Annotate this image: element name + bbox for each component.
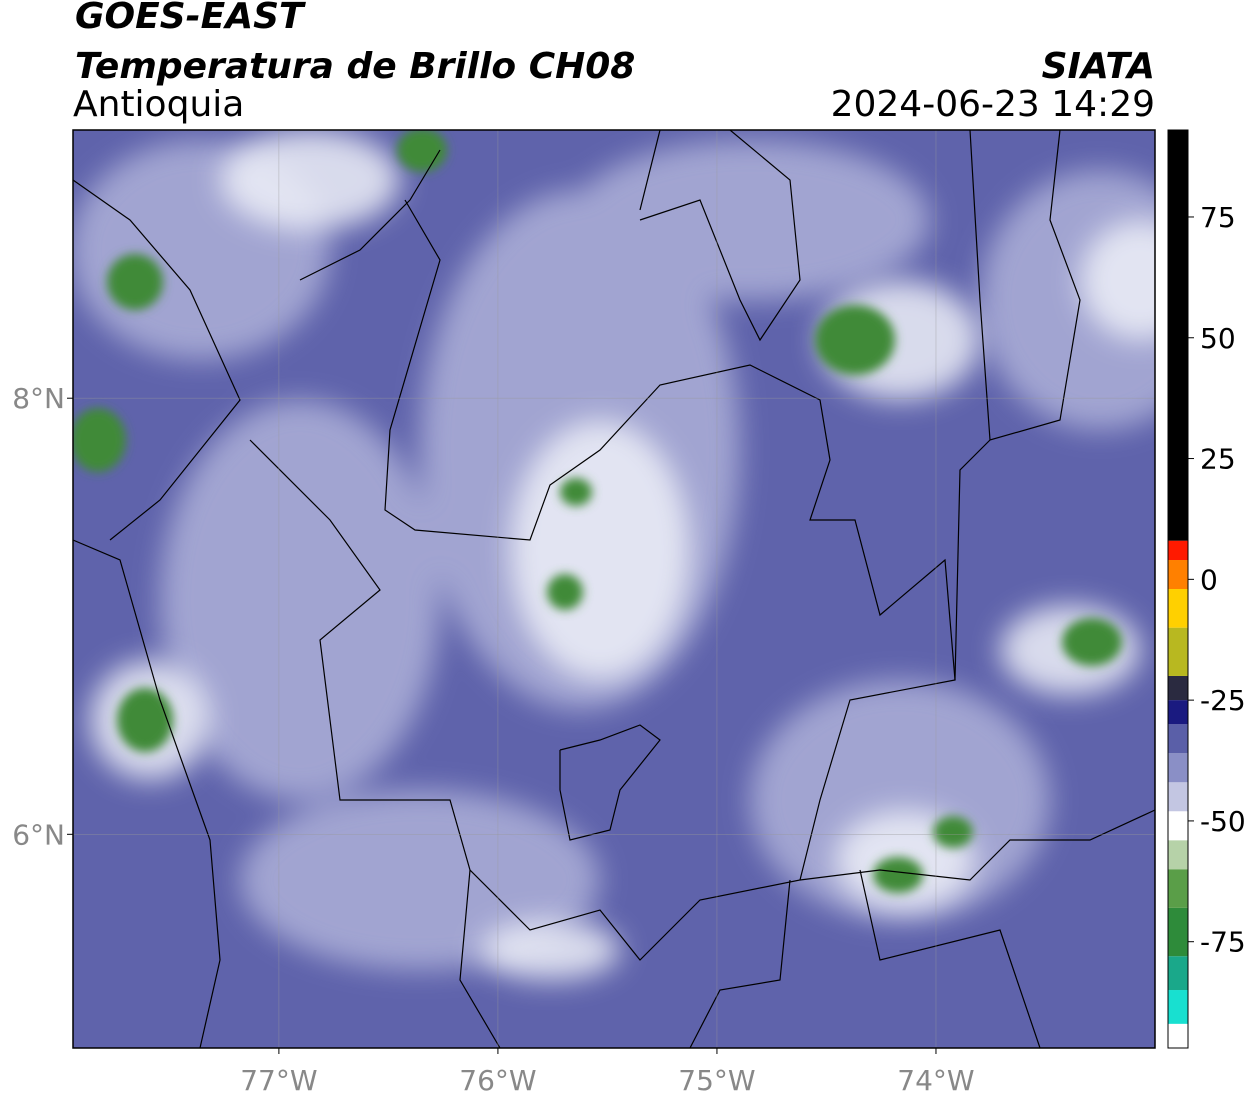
colorbar-frame [1167,129,1189,1049]
subtitle: Temperatura de Brillo CH08 [75,46,635,87]
colorbar-segment [1168,956,1188,991]
y-tick-label: 6°N [12,818,65,851]
colorbar-segment [1168,869,1188,908]
datetime: 2024-06-23 14:29 [831,84,1155,125]
colorbar-segment [1168,560,1188,589]
colorbar-tick-label: -25 [1200,684,1246,717]
title: GOES-EAST [75,0,306,37]
x-tick-label: 76°W [459,1064,536,1097]
colorbar-segment [1168,130,1188,541]
colorbar-segment [1168,1023,1188,1048]
colorbar-segment [1168,811,1188,841]
x-tick-label: 74°W [897,1064,974,1097]
colorbar-segment [1168,990,1188,1024]
colorbar-tick-label: 50 [1200,322,1236,355]
satellite-image [73,130,1155,1048]
colorbar-tick-label: -75 [1200,926,1246,959]
colorbar-segment [1168,782,1188,812]
x-tick-label: 77°W [240,1064,317,1097]
colorbar-segment [1168,627,1188,676]
y-tick-label: 8°N [12,382,65,415]
colorbar-segment [1168,840,1188,870]
source: SIATA [1042,46,1155,87]
colorbar-segment [1168,540,1188,561]
colorbar-segment [1168,907,1188,957]
boundaries [73,130,1155,1048]
map-frame [72,129,1156,1049]
colorbar-tick-label: -50 [1200,805,1246,838]
x-tick-label: 75°W [678,1064,755,1097]
colorbar-tick-label: 25 [1200,443,1236,476]
colorbar-segment [1168,753,1188,783]
grid: 77°W 76°W 75°W 74°W 8°N 6°N [12,130,1155,1097]
colorbar-segment [1168,700,1188,725]
colorbar-segment [1168,724,1188,754]
colorbar-segment [1168,589,1188,628]
region: Antioquia [73,84,244,125]
colorbar-segment [1168,675,1188,701]
colorbar: 75 50 25 0 -25 -50 -75 [1167,129,1246,1049]
colorbar-tick-label: 75 [1200,201,1236,234]
colorbar-tick-label: 0 [1200,563,1218,596]
